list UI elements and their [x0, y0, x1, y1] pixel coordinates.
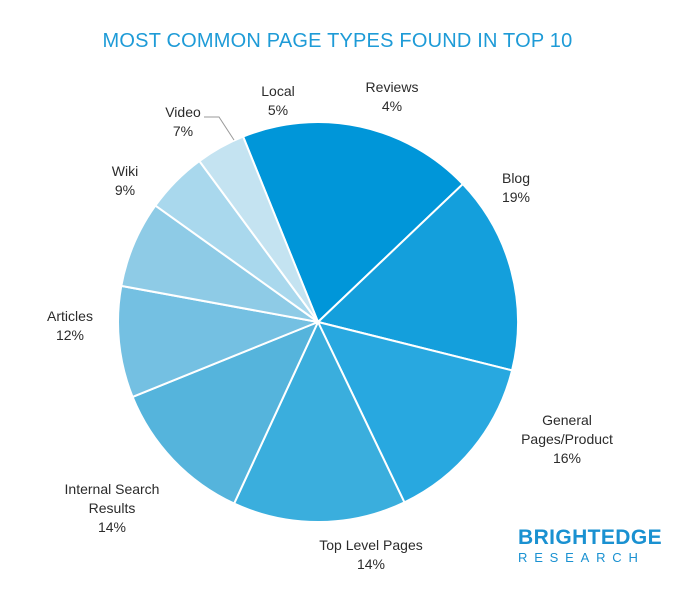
chart-title: MOST COMMON PAGE TYPES FOUND IN TOP 10	[102, 30, 573, 52]
pie-slice-top-level-pages	[316, 320, 514, 504]
pie-slice-general-pages-product	[315, 182, 519, 372]
slice-label-general-pages-product: General Pages/Product 16%	[521, 412, 613, 466]
pie-slice-reviews	[197, 135, 319, 323]
logo-brand-text: BRIGHTEDGE	[518, 526, 663, 549]
slice-label-local: Local 5%	[261, 83, 294, 118]
slice-label-top-level-pages: Top Level Pages 14%	[319, 537, 423, 572]
slice-label-video: Video 7%	[165, 104, 201, 139]
slice-label-reviews: Reviews 4%	[366, 79, 419, 114]
logo-research-text: RESEARCH	[518, 550, 645, 565]
slice-label-articles: Articles 12%	[47, 308, 93, 343]
slice-label-internal-search-results: Internal Search Results 14%	[65, 481, 160, 535]
slice-label-wiki: Wiki 9%	[112, 163, 138, 198]
pie-slice-internal-search-results	[232, 319, 406, 523]
brightedge-research-logo: BRIGHTEDGE RESEARCH	[518, 527, 668, 567]
pie-slice-articles	[131, 320, 320, 505]
slice-label-blog: Blog 19%	[502, 170, 530, 205]
leader-line-video	[204, 116, 235, 141]
